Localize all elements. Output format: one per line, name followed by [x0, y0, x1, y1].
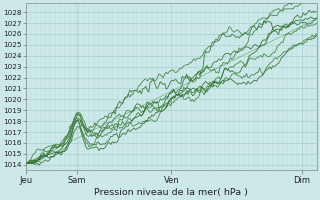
X-axis label: Pression niveau de la mer( hPa ): Pression niveau de la mer( hPa ): [94, 188, 248, 197]
